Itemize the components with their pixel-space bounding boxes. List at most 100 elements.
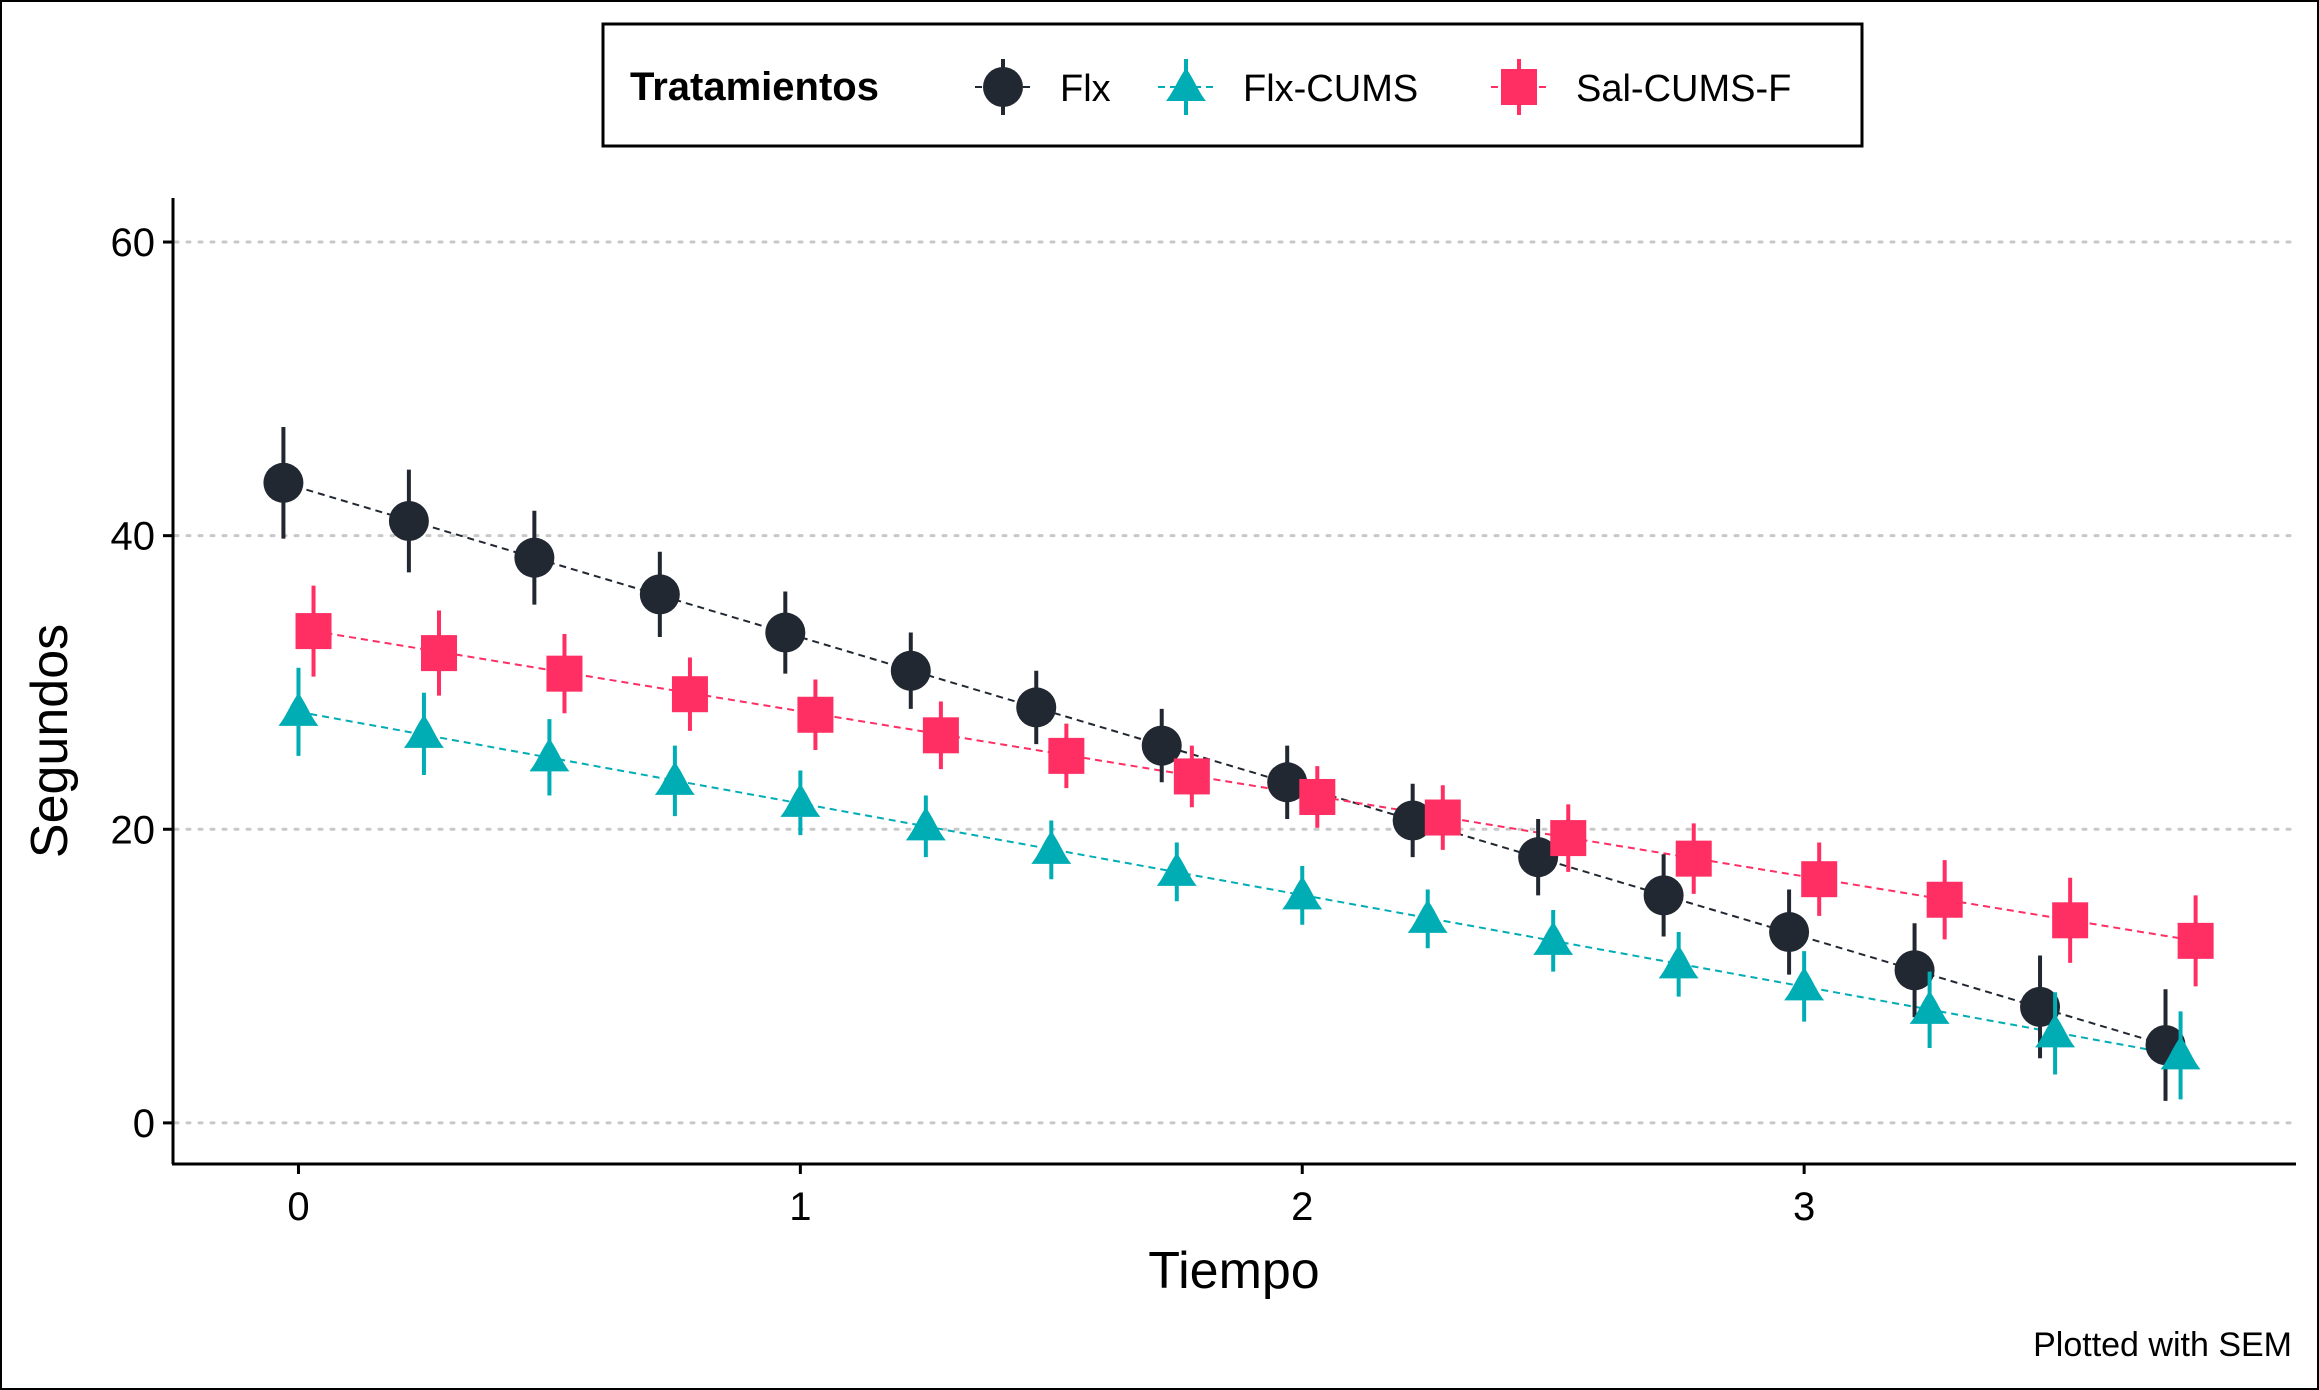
marker-flx-cums (1533, 921, 1574, 955)
marker-flx (1392, 800, 1433, 841)
point-sal-cums-f (421, 610, 458, 696)
marker-flx (639, 574, 680, 615)
point-flx-cums (1533, 910, 1574, 972)
x-tick-label: 0 (287, 1185, 309, 1229)
point-flx (514, 510, 555, 605)
x-tick-label: 3 (1793, 1185, 1815, 1229)
marker-sal-cums-f (1048, 737, 1085, 774)
point-sal-cums-f (295, 585, 332, 677)
marker-flx-cums (2160, 1036, 2201, 1070)
point-flx-cums (1909, 971, 1950, 1049)
point-flx (1769, 889, 1810, 975)
x-tick-label: 1 (789, 1185, 811, 1229)
ticks: 0 20 40 60 0 1 2 3 (111, 221, 1816, 1229)
point-flx (890, 632, 931, 709)
point-flx (1267, 745, 1308, 819)
legend-entry-flx: Flx (975, 59, 1111, 115)
point-flx (1016, 670, 1057, 745)
point-flx-cums (905, 795, 946, 858)
point-sal-cums-f (1675, 823, 1712, 894)
point-flx-cums (654, 745, 695, 817)
marker-flx (1141, 725, 1182, 766)
point-flx-cums (2160, 1011, 2201, 1100)
point-flx-cums (1407, 889, 1448, 949)
marker-flx (2020, 986, 2061, 1027)
point-flx (765, 591, 806, 674)
marker-flx (890, 650, 931, 691)
marker-flx (765, 612, 806, 653)
legend-box (601, 22, 1864, 148)
point-flx (388, 469, 429, 573)
marker-sal-cums-f (2177, 922, 2214, 959)
point-flx (1392, 783, 1433, 858)
legend-title: Tratamientos (630, 65, 879, 109)
y-tick-label: 0 (133, 1102, 155, 1146)
point-sal-cums-f (1048, 723, 1085, 789)
marker-flx (1267, 762, 1308, 803)
y-axis-title: Segundos (21, 624, 79, 858)
point-sal-cums-f (2177, 895, 2214, 987)
point-flx-cums (529, 719, 570, 796)
legend-label: Flx-CUMS (1243, 68, 1418, 110)
y-tick-label: 20 (111, 808, 156, 852)
point-flx-cums (1658, 932, 1699, 997)
marker-sal-cums-f (797, 696, 834, 733)
marker-flx (263, 462, 304, 503)
point-sal-cums-f (1173, 745, 1210, 808)
axes (171, 198, 2296, 1166)
x-tick-label: 2 (1291, 1185, 1313, 1229)
legend-label: Flx (1060, 68, 1111, 110)
point-sal-cums-f (922, 701, 959, 770)
point-flx-cums (780, 770, 821, 836)
marker-sal-cums-f (2052, 902, 2089, 939)
point-sal-cums-f (671, 657, 708, 731)
legend-entries: Flx Flx-CUMS Sal-CUMS-F (975, 59, 1791, 115)
point-flx (639, 551, 680, 637)
point-flx (1894, 923, 1935, 1018)
point-sal-cums-f (1299, 766, 1336, 828)
point-sal-cums-f (546, 634, 583, 714)
gridlines (173, 240, 2298, 1125)
y-tick-label: 60 (111, 221, 156, 265)
marker-flx-cums (1282, 876, 1323, 910)
point-flx-cums (2035, 992, 2076, 1075)
marker-sal-cums-f (1299, 778, 1336, 815)
marker-flx-cums (1784, 967, 1825, 1001)
marker-sal-cums-f (671, 676, 708, 713)
marker-flx (1518, 837, 1559, 878)
marker-flx-cums (654, 761, 695, 795)
marker-flx (1016, 687, 1057, 728)
marker-sal-cums-f (421, 635, 458, 672)
marker-flx-cums (1031, 830, 1072, 864)
marker-sal-cums-f (1801, 861, 1838, 898)
marker-sal-cums-f (1550, 820, 1587, 857)
marker-sal-cums-f (1675, 840, 1712, 877)
trend-lines (283, 481, 2196, 1057)
marker-flx-cums (780, 783, 821, 817)
legend: Tratamientos Flx Flx-CUMS Sal-CUMS-F (601, 22, 1864, 148)
marker-flx (1643, 875, 1684, 916)
point-sal-cums-f (797, 679, 834, 750)
point-flx (1518, 819, 1559, 896)
point-flx (263, 427, 304, 539)
legend-entry-sal-cums-f: Sal-CUMS-F (1491, 59, 1791, 115)
marker-sal-cums-f (1424, 799, 1461, 836)
point-sal-cums-f (1424, 785, 1461, 850)
x-axis-title: Tiempo (1148, 1242, 1319, 1300)
data-points (263, 427, 2214, 1101)
marker-flx-cums (278, 692, 319, 726)
point-flx-cums (1031, 820, 1072, 880)
marker-flx (388, 500, 429, 541)
point-flx (1643, 854, 1684, 937)
marker-sal-cums-f (1173, 758, 1210, 795)
marker-flx (1894, 950, 1935, 991)
legend-key-marker (983, 67, 1023, 107)
marker-flx-cums (905, 807, 946, 841)
marker-flx-cums (403, 714, 444, 748)
marker-sal-cums-f (546, 655, 583, 692)
marker-flx-cums (529, 738, 570, 772)
point-sal-cums-f (1550, 804, 1587, 872)
trend-line-sal-cums-f (313, 630, 2196, 942)
point-sal-cums-f (2052, 877, 2089, 963)
trend-line-flx-cums (298, 710, 2181, 1057)
